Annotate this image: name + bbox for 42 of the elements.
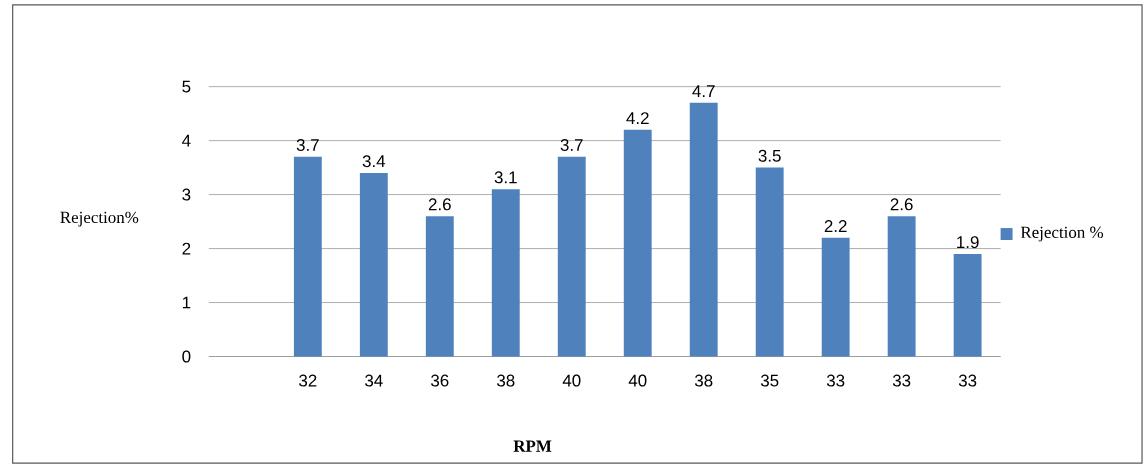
data-label: 4.7 xyxy=(692,85,715,97)
data-label: 3.7 xyxy=(560,138,583,151)
x-tick-label: 36 xyxy=(431,374,449,387)
bar xyxy=(557,156,586,357)
y-tick-label: 3 xyxy=(182,188,191,201)
bar xyxy=(887,216,916,357)
bar xyxy=(623,129,652,357)
bar xyxy=(491,189,520,357)
data-label: 2.6 xyxy=(428,198,451,211)
y-tick-label: 5 xyxy=(182,80,191,93)
x-tick-label: 32 xyxy=(299,374,317,387)
data-label: 2.6 xyxy=(890,198,913,211)
data-label: 1.9 xyxy=(957,236,979,249)
x-tick-label: 33 xyxy=(892,374,911,387)
y-tick-label: 4 xyxy=(182,134,191,147)
y-tick-label: 0 xyxy=(182,350,191,363)
bar xyxy=(821,237,850,357)
x-tick-label: 35 xyxy=(760,374,779,387)
x-tick-label: 34 xyxy=(365,374,383,387)
y-axis-title: Rejection% xyxy=(60,211,139,227)
data-label: 4.2 xyxy=(626,112,649,124)
data-label: 3.7 xyxy=(296,138,319,151)
x-tick-label: 38 xyxy=(497,374,515,387)
bar xyxy=(689,102,718,357)
x-tick-label: 33 xyxy=(958,374,977,387)
data-label: 2.2 xyxy=(824,220,847,232)
y-tick-label: 2 xyxy=(182,242,191,255)
data-label: 3.5 xyxy=(758,149,781,162)
legend-label: Rejection % xyxy=(1020,226,1104,242)
bar xyxy=(359,172,388,357)
data-label: 3.4 xyxy=(362,155,386,168)
bar xyxy=(953,253,982,357)
x-tick-label: 40 xyxy=(562,374,581,387)
x-axis-title: RPM xyxy=(513,440,552,452)
x-tick-label: 38 xyxy=(694,374,713,387)
bar xyxy=(293,156,322,357)
x-tick-label: 40 xyxy=(628,374,647,387)
y-tick-label: 1 xyxy=(182,296,191,309)
x-tick-label: 33 xyxy=(826,374,845,387)
bar xyxy=(425,216,454,357)
data-label: 3.1 xyxy=(494,171,517,184)
bar xyxy=(755,167,784,357)
